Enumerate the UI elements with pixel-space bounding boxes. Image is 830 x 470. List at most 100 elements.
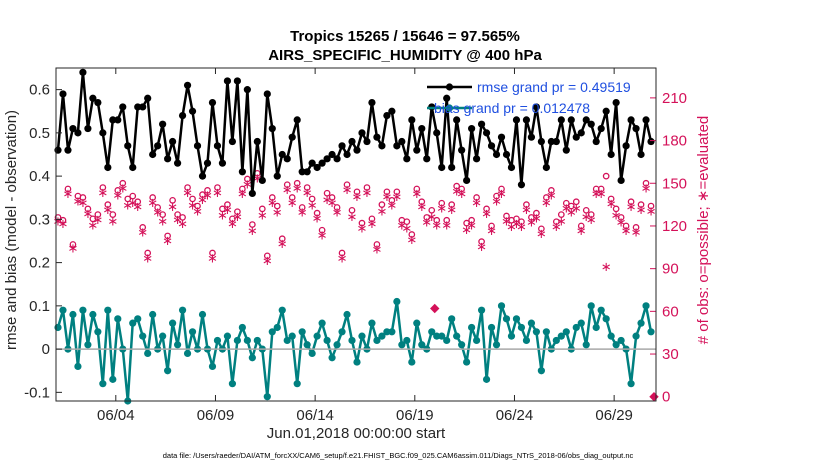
bias-point	[169, 319, 177, 327]
rmse-point	[438, 163, 446, 172]
obs-possible-point	[268, 194, 276, 201]
obs-possible-point	[428, 206, 436, 214]
obs-evaluated-point: ∗	[436, 201, 447, 216]
rmse-point	[94, 98, 102, 107]
bias-point	[74, 362, 82, 371]
legend: rmse grand pr = 0.49519 bias grand pr = …	[427, 79, 631, 116]
obs-possible-point	[154, 204, 162, 211]
bias-point	[482, 375, 491, 383]
rmse-point	[268, 124, 276, 133]
obs-possible-point	[288, 194, 296, 201]
obs-possible-point	[453, 182, 461, 190]
obs-evaluated-point: ∗	[322, 193, 333, 208]
obs-possible-point	[104, 201, 112, 208]
rmse-point	[99, 129, 107, 137]
obs-evaluated-point: ∗	[142, 251, 153, 266]
obs-possible-point	[258, 205, 266, 213]
obs-possible-point	[164, 232, 171, 240]
bias-point	[502, 315, 511, 323]
legend-marker-bias	[445, 104, 454, 112]
obs-possible-point	[647, 202, 655, 210]
bias-point	[263, 393, 271, 401]
obs-evaluated-point: ∗	[162, 234, 173, 249]
obs-evaluated-point: ∗	[401, 221, 412, 236]
obs-evaluated-point: ∗	[137, 226, 148, 241]
bias-point	[597, 306, 605, 314]
obs-evaluated-point: ∗	[601, 260, 612, 275]
rmse-point	[263, 90, 271, 98]
y2-tick-label: 210	[662, 90, 687, 107]
rmse-point	[79, 68, 87, 76]
obs-evaluated-point: ∗	[192, 204, 203, 219]
obs-possible-point	[543, 194, 550, 201]
obs-evaluated-point: ∗	[102, 203, 113, 218]
bias-point	[268, 328, 276, 336]
y-tick-label: 0.5	[29, 125, 50, 142]
obs-evaluated-point: ∗	[621, 224, 632, 239]
bias-point	[637, 319, 645, 327]
bias-point	[134, 315, 142, 323]
bias-point	[183, 349, 192, 358]
obs-possible-point	[184, 184, 191, 191]
obs-possible-point	[383, 188, 391, 196]
rmse-point	[383, 111, 391, 120]
obs-evaluated-point: ∗	[232, 210, 243, 225]
obs-evaluated-point: ∗	[406, 233, 417, 248]
bias-point	[492, 341, 501, 349]
obs-possible-point	[413, 185, 421, 193]
rmse-point	[497, 133, 506, 141]
bias-point	[453, 332, 461, 340]
bias-point	[94, 328, 102, 336]
bias-point	[542, 328, 550, 336]
obs-possible-point	[567, 202, 575, 210]
obs-possible-point	[144, 249, 152, 257]
rmse-point	[522, 116, 531, 124]
bias-point	[208, 362, 217, 371]
rmse-point	[413, 146, 421, 154]
bias-point	[59, 306, 67, 314]
obs-evaluated-point: ∗	[631, 226, 642, 241]
obs-evaluated-point: ∗	[63, 187, 74, 202]
obs-possible-point	[209, 249, 216, 257]
obs-possible-point	[318, 226, 326, 234]
rmse-point	[622, 142, 630, 150]
bias-point	[149, 310, 157, 319]
obs-possible-point	[632, 224, 640, 231]
bias-point	[54, 323, 62, 332]
obs-possible-point	[642, 179, 650, 187]
obs-evaluated-point: ∗	[152, 206, 163, 221]
obs-evaluated-point: ∗	[476, 240, 487, 255]
obs-possible-point	[577, 222, 585, 230]
obs-possible-point	[353, 188, 361, 196]
bias-point	[99, 380, 107, 388]
bias-point	[198, 310, 207, 319]
rmse-point	[74, 129, 82, 137]
rmse-point	[313, 163, 321, 172]
obs-evaluated-point: ∗	[362, 186, 373, 201]
bias-point	[632, 332, 640, 340]
bias-point	[278, 306, 286, 314]
obs-possible-point	[109, 211, 117, 218]
plot-frame	[55, 67, 657, 402]
obs-evaluated-point: ∗	[421, 216, 432, 231]
rmse-point	[562, 146, 570, 154]
obs-isolated-point	[430, 303, 440, 314]
obs-evaluated-point: ∗	[242, 177, 253, 192]
bias-point	[104, 306, 112, 314]
rmse-point	[169, 137, 177, 146]
chart-subtitle: AIRS_SPECIFIC_HUMIDITY @ 400 hPa	[268, 47, 542, 64]
rmse-point	[517, 181, 526, 189]
obs-evaluated-point: ∗	[217, 209, 228, 224]
rmse-point	[408, 116, 416, 124]
rmse-point	[468, 124, 476, 133]
bias-point	[144, 349, 152, 358]
rmse-point	[602, 107, 610, 115]
bias-point	[283, 336, 291, 345]
obs-possible-point	[348, 206, 356, 214]
obs-evaluated-point: ∗	[202, 189, 213, 204]
rmse-point	[89, 94, 97, 102]
obs-evaluated-point: ∗	[371, 243, 382, 258]
bias-point	[173, 341, 182, 349]
bias-point	[388, 328, 396, 336]
rmse-point	[537, 137, 545, 146]
